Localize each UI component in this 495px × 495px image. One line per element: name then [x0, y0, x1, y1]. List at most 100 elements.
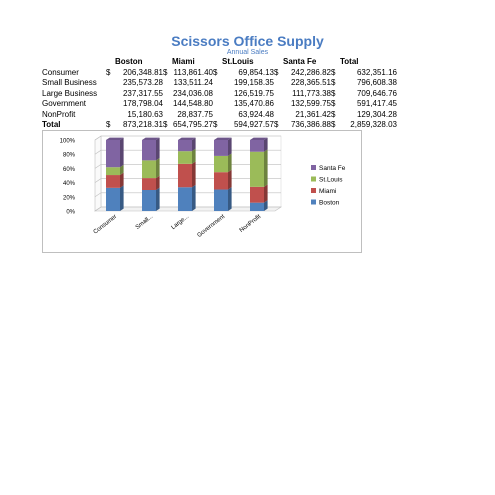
currency-symbol [274, 110, 283, 121]
currency-symbol: $ [163, 120, 168, 129]
bar-segment [178, 187, 192, 211]
bar-segment-side [192, 137, 196, 152]
bar-segment [250, 151, 264, 187]
currency-symbol: $ [213, 120, 218, 129]
bar-segment-side [192, 161, 196, 188]
cell-value: 632,351.16 [356, 67, 397, 77]
bar-segment [106, 187, 120, 211]
x-tick-label: Consumer [93, 214, 119, 236]
col-spacer [163, 57, 172, 68]
cell-value: 796,608.38 [356, 78, 397, 87]
bar-segment-side [156, 157, 160, 179]
legend-swatch [311, 199, 316, 205]
table-header-row: Boston Miami St.Louis Santa Fe Total [42, 57, 397, 68]
cell-value: 237,317.55 [122, 88, 163, 98]
cell-value: 242,286.82 [290, 67, 331, 77]
currency-symbol: $ [274, 67, 279, 77]
table-total-row: Total $873,218.31 $654,795.27 $594,927.57 $7… [42, 120, 397, 131]
y-tick-label: 0% [66, 210, 75, 216]
y-tick-label: 60% [63, 167, 76, 173]
x-tick-label: NonProfit [239, 214, 263, 234]
y-tick-label: 80% [63, 153, 76, 159]
bar-segment [106, 167, 120, 176]
table-row: NonProfit 15,180.63 28,837.75 63,924.48 21,3… [42, 110, 397, 121]
bar-segment-side [228, 137, 232, 156]
cell-value: 178,798.04 [122, 99, 163, 108]
row-label: Large Business [42, 88, 98, 98]
bar-segment-side [228, 153, 232, 173]
bar-segment-side [156, 175, 160, 191]
table-body: Consumer $206,348.81 $113,861.40 $69,854.13… [42, 68, 397, 131]
bar-segment [250, 202, 264, 211]
cell-value: 2,859,328.03 [350, 120, 397, 129]
cell-value: 135,470.86 [233, 99, 274, 108]
currency-symbol [213, 110, 222, 121]
cell-value: 129,304.28 [356, 109, 397, 119]
cell-value: 133,511.24 [173, 78, 213, 87]
cell-value: 144,548.80 [172, 99, 213, 108]
bar-segment-top [214, 137, 232, 140]
cell-value: 235,573.28 [122, 78, 163, 87]
currency-symbol: $ [331, 120, 336, 129]
currency-symbol: $ [213, 67, 218, 77]
currency-symbol [106, 110, 115, 121]
side-wall [94, 135, 102, 212]
col-spacer [274, 57, 283, 68]
bar-segment [106, 140, 120, 168]
currency-symbol [213, 99, 222, 110]
bar-segment-side [120, 185, 124, 211]
bar-segment-side [228, 187, 232, 211]
bar-segment-top [142, 137, 160, 140]
table-row: Small Business 235,573.28 133,511.24 199,15… [42, 78, 397, 89]
bar-segment [250, 186, 264, 203]
currency-symbol [163, 99, 172, 110]
currency-symbol [106, 78, 115, 89]
currency-symbol [163, 110, 172, 121]
legend-swatch [311, 188, 316, 193]
row-label: Consumer [42, 67, 79, 77]
legend-label: Boston [319, 199, 340, 206]
bar-segment-top [250, 137, 268, 140]
bar-segment [142, 140, 156, 161]
currency-symbol [163, 78, 172, 89]
cell-value: 21,361.42 [295, 109, 331, 119]
cell-value: 873,218.31 [122, 120, 163, 129]
cell-value: 234,036.08 [172, 88, 213, 98]
legend-swatch [311, 165, 316, 170]
currency-symbol: $ [106, 120, 111, 129]
cell-value: 709,646.76 [356, 88, 397, 98]
currency-symbol: $ [106, 67, 111, 77]
page-title: Scissors Office Supply [171, 33, 324, 49]
currency-symbol [163, 89, 172, 100]
legend-label: St.Louis [319, 176, 343, 183]
currency-symbol [213, 78, 222, 89]
bar-segment [178, 163, 192, 188]
table-row: Government 178,798.04 144,548.80 135,470.86… [42, 99, 397, 110]
gridline [94, 135, 281, 141]
bar-segment [178, 151, 192, 164]
column-header: Miami [172, 57, 195, 66]
col-spacer [213, 57, 222, 68]
sales-table: Boston Miami St.Louis Santa Fe Total Con… [42, 57, 397, 131]
cell-value: 228,365.51 [290, 78, 331, 87]
y-tick-label: 40% [63, 181, 76, 187]
row-label: Total [42, 120, 61, 129]
bar-segment [106, 175, 120, 188]
bar-segment [142, 160, 156, 179]
currency-symbol [213, 89, 222, 100]
cell-value: 132,599.75 [290, 99, 331, 108]
column-header: Boston [115, 57, 143, 66]
cell-value: 63,924.48 [238, 109, 274, 119]
legend-label: Miami [319, 188, 336, 195]
bar-segment-side [264, 200, 268, 211]
cell-value: 69,854.13 [238, 67, 274, 77]
currency-symbol: $ [331, 78, 336, 87]
x-tick-label: Small... [135, 214, 155, 231]
bar-segment-side [264, 149, 268, 187]
bar-segment-side [156, 137, 160, 161]
currency-symbol: $ [331, 99, 336, 108]
row-label: Small Business [42, 78, 97, 87]
bar-segment-side [264, 137, 268, 152]
bar-segment-side [228, 169, 232, 190]
bar-segment-side [192, 148, 196, 164]
